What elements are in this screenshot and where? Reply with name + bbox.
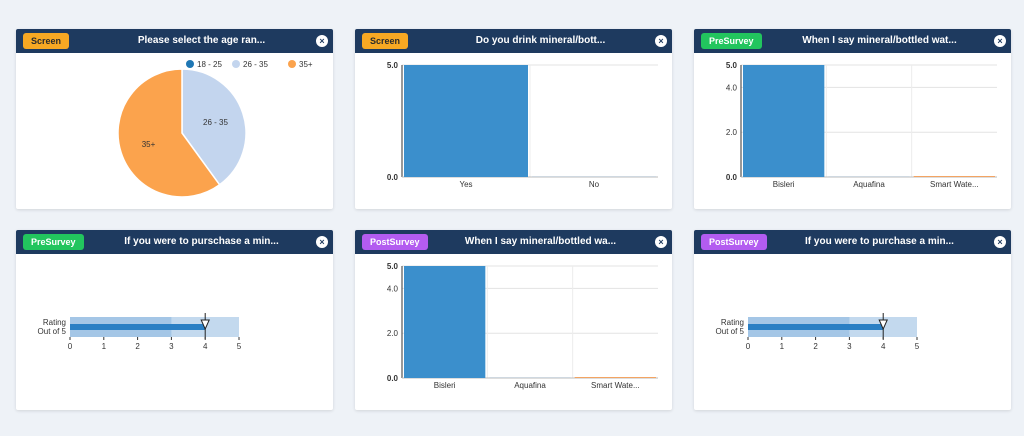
close-icon[interactable]: × — [316, 236, 328, 248]
x-tick-label: Bisleri — [434, 381, 456, 390]
x-tick-label: 0 — [68, 342, 73, 351]
drink-mineral-card: Screen Do you drink mineral/bott... × 0.… — [355, 29, 672, 209]
screen-badge: Screen — [23, 33, 70, 49]
card-title: When I say mineral/bottled wat... — [802, 35, 957, 46]
x-tick-label: Aquafina — [514, 381, 546, 390]
screen-badge: Screen — [362, 33, 409, 49]
presurvey-badge: PreSurvey — [23, 234, 84, 250]
card-header: Screen Do you drink mineral/bott... × — [355, 29, 672, 53]
bar — [404, 65, 528, 177]
brand-bar-chart: 0.0 2.0 4.0 5.0 Bisleri Aquafina Smart Wate... — [387, 262, 658, 390]
brand-bar-chart: 0.0 2.0 4.0 5.0 Bisleri Aquafina Smart Wate... — [726, 61, 997, 189]
postsurvey-rating-card: PostSurvey If you were to purchase a min… — [694, 230, 1011, 410]
value-bar — [748, 324, 884, 330]
y-tick-label: 0.0 — [387, 374, 399, 383]
y-tick-label: 0.0 — [726, 173, 738, 182]
rating-label: Rating — [43, 318, 66, 327]
marker-triangle — [878, 319, 888, 331]
x-tick-label: No — [589, 180, 600, 189]
age-range-card: Screen Please select the age ran... × 18… — [16, 29, 333, 209]
x-tick-label: 3 — [169, 342, 174, 351]
bar — [574, 377, 656, 378]
y-tick-label: 2.0 — [726, 128, 738, 137]
drink-bar-chart: 0.0 5.0 Yes No — [387, 61, 658, 189]
close-icon[interactable]: × — [316, 35, 328, 47]
card-title: If you were to purchase a min... — [805, 236, 954, 247]
legend-swatch — [232, 60, 240, 68]
y-tick-label: 4.0 — [387, 284, 399, 293]
presurvey-badge: PreSurvey — [701, 33, 762, 49]
card-header: PostSurvey If you were to purchase a min… — [694, 230, 1011, 254]
presurvey-rating-card: PreSurvey If you were to purschase a min… — [16, 230, 333, 410]
card-title: When I say mineral/bottled wa... — [464, 236, 617, 247]
card-title: If you were to purschase a min... — [124, 236, 279, 247]
legend-swatch — [186, 60, 194, 68]
card-header: PreSurvey When I say mineral/bottled wat… — [694, 29, 1011, 53]
x-tick-label: Aquafina — [853, 180, 885, 189]
card-body: 0.0 5.0 Yes No — [355, 53, 672, 209]
x-tick-label: Bisleri — [773, 180, 795, 189]
bar — [489, 377, 571, 378]
y-tick-label: 0.0 — [387, 173, 399, 182]
pie-slice — [117, 68, 221, 198]
x-tick-label: 2 — [135, 342, 140, 351]
x-tick-label: Smart Wate... — [591, 381, 640, 390]
y-tick-label: 5.0 — [387, 61, 399, 70]
x-tick-label: 4 — [881, 342, 886, 351]
close-icon[interactable]: × — [655, 236, 667, 248]
rating-label: Rating — [721, 318, 744, 327]
slice-label: 35+ — [142, 140, 156, 149]
card-body: 18 - 25 26 - 35 35+ 26 - 35 35+ — [16, 53, 333, 209]
presurvey-brand-card: PreSurvey When I say mineral/bottled wat… — [694, 29, 1011, 209]
x-tick-label: 1 — [102, 342, 107, 351]
card-header: Screen Please select the age ran... × — [16, 29, 333, 53]
card-header: PostSurvey When I say mineral/bottled wa… — [355, 230, 672, 254]
x-tick-label: 1 — [780, 342, 785, 351]
value-bar — [70, 324, 206, 330]
close-icon[interactable]: × — [994, 35, 1006, 47]
card-body: 0.0 2.0 4.0 5.0 Bisleri Aquafina Smart Wate... — [355, 254, 672, 410]
age-pie-chart: 18 - 25 26 - 35 35+ 26 - 35 35+ — [117, 60, 313, 198]
y-tick-label: 5.0 — [387, 262, 399, 271]
bar — [913, 176, 995, 177]
legend-label: 26 - 35 — [243, 60, 268, 69]
legend-label: 35+ — [299, 60, 313, 69]
card-title: Please select the age ran... — [137, 35, 266, 46]
y-tick-label: 2.0 — [387, 329, 399, 338]
postsurvey-badge: PostSurvey — [701, 234, 767, 250]
rating-label: Out of 5 — [38, 327, 67, 336]
bar — [532, 176, 656, 177]
bar — [743, 65, 825, 177]
x-tick-label: 5 — [915, 342, 920, 351]
x-tick-label: Smart Wate... — [930, 180, 979, 189]
y-tick-label: 5.0 — [726, 61, 738, 70]
close-icon[interactable]: × — [994, 236, 1006, 248]
x-tick-label: Yes — [459, 180, 472, 189]
rating-label: Out of 5 — [716, 327, 745, 336]
x-tick-label: 2 — [813, 342, 818, 351]
x-tick-label: 3 — [847, 342, 852, 351]
y-tick-label: 4.0 — [726, 83, 738, 92]
postsurvey-brand-card: PostSurvey When I say mineral/bottled wa… — [355, 230, 672, 410]
card-title: Do you drink mineral/bott... — [475, 35, 606, 46]
legend-swatch — [288, 60, 296, 68]
pie-slice — [181, 68, 247, 186]
bar — [828, 176, 910, 177]
x-tick-label: 5 — [237, 342, 242, 351]
card-body: 0.0 2.0 4.0 5.0 Bisleri Aquafina Smart Wate... — [694, 53, 1011, 209]
postsurvey-badge: PostSurvey — [362, 234, 428, 250]
slice-label: 26 - 35 — [203, 118, 228, 127]
x-tick-label: 4 — [203, 342, 208, 351]
x-tick-label: 0 — [746, 342, 751, 351]
close-icon[interactable]: × — [655, 35, 667, 47]
legend-label: 18 - 25 — [197, 60, 222, 69]
card-header: PreSurvey If you were to purschase a min… — [16, 230, 333, 254]
marker-triangle — [200, 319, 210, 331]
bar — [404, 266, 486, 378]
